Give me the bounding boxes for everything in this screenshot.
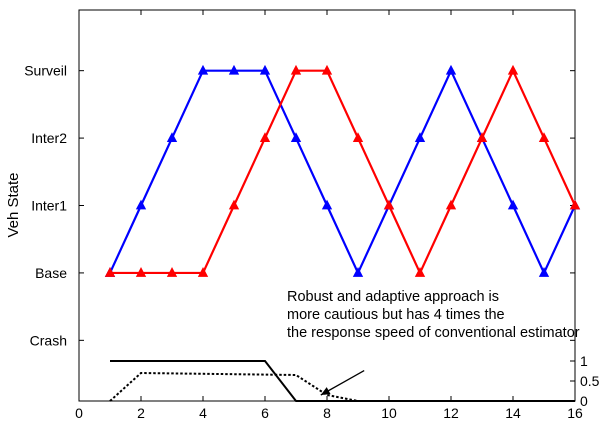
series-2-point [166, 267, 178, 277]
x-tick-label: 12 [443, 405, 459, 421]
lower-series-line-1 [110, 360, 575, 402]
y-tick-label: Crash [30, 332, 67, 348]
series-2-point [414, 267, 426, 277]
y-tick-label: Base [35, 265, 67, 281]
series-2-point [352, 132, 364, 142]
y-axis-label: Veh State [5, 172, 22, 237]
series-2-point [135, 267, 147, 277]
y-tick-label: Inter2 [31, 130, 67, 146]
series-2-point [197, 267, 209, 277]
series-2-point [538, 132, 550, 142]
x-tick-label: 2 [137, 405, 145, 421]
series-1-point [135, 199, 147, 210]
series-2-point [104, 267, 116, 277]
series-1-point [414, 132, 426, 142]
y-tick-label: Inter1 [31, 198, 67, 214]
annotation-line: more cautious but has 4 times the [287, 307, 505, 323]
series-1-point [259, 64, 271, 75]
series-2-point [569, 199, 581, 210]
series-1-point [445, 64, 457, 75]
x-tick-label: 0 [75, 405, 83, 421]
series-line-2 [110, 69, 576, 275]
series-line-1 [109, 69, 576, 275]
series-2-point [507, 64, 519, 75]
series-1-point [538, 267, 550, 277]
lower-tick-label: 0 [580, 393, 588, 409]
annotation-line: Robust and adaptive approach is [287, 289, 499, 305]
series-1-point [352, 267, 364, 277]
annotation: Robust and adaptive approach is more caut… [287, 289, 580, 396]
series-2-point [321, 64, 333, 75]
annotation-line: the response speed of conventional estim… [287, 325, 580, 341]
x-tick-label: 16 [567, 405, 583, 421]
series-1-point [321, 199, 333, 210]
series-1-point [507, 199, 519, 210]
series-2-point [445, 199, 457, 210]
series-1-point [197, 64, 209, 75]
lower-tick-label: 0.5 [580, 373, 599, 389]
axes: 0 2 4 6 8 10 12 14 16CrashBaseInter1Inter2Survei… [24, 10, 599, 421]
x-tick-label: 14 [505, 405, 521, 421]
series-2-point [259, 132, 271, 142]
series-2-point [290, 64, 302, 75]
lower-series-line-2 [109, 371, 575, 402]
x-tick-label: 8 [323, 405, 331, 421]
series-1-point [290, 132, 302, 142]
x-tick-label: 4 [199, 405, 207, 421]
series-1-point [228, 64, 240, 75]
series-2-point [383, 199, 395, 210]
series-2-point [228, 199, 240, 210]
x-tick-label: 6 [261, 405, 269, 421]
y-tick-label: Surveil [24, 63, 67, 79]
annotation-arrowhead [320, 387, 331, 395]
lower-series-group [109, 360, 575, 402]
series-1-point [166, 132, 178, 142]
series-2-point [476, 132, 488, 142]
series-group [104, 64, 581, 277]
x-tick-label: 10 [381, 405, 397, 421]
lower-tick-label: 1 [580, 353, 588, 369]
